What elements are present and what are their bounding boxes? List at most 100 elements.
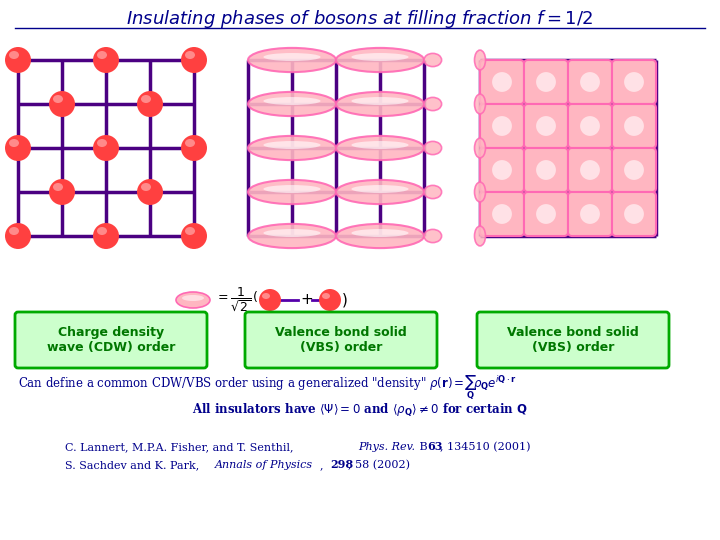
Ellipse shape xyxy=(492,72,512,92)
Ellipse shape xyxy=(474,50,485,70)
Ellipse shape xyxy=(351,185,409,193)
Ellipse shape xyxy=(182,295,204,301)
Ellipse shape xyxy=(624,204,644,224)
Ellipse shape xyxy=(5,135,31,161)
Ellipse shape xyxy=(53,183,63,191)
Ellipse shape xyxy=(5,223,31,249)
Ellipse shape xyxy=(185,51,195,59)
Ellipse shape xyxy=(93,135,119,161)
FancyBboxPatch shape xyxy=(524,192,568,236)
Text: C. Lannert, M.P.A. Fisher, and T. Senthil,: C. Lannert, M.P.A. Fisher, and T. Senthi… xyxy=(65,442,297,452)
Text: $= \dfrac{1}{\sqrt{2}}\,($: $= \dfrac{1}{\sqrt{2}}\,($ xyxy=(215,286,259,314)
Ellipse shape xyxy=(141,183,151,191)
Ellipse shape xyxy=(474,182,485,202)
Ellipse shape xyxy=(322,293,330,299)
Ellipse shape xyxy=(624,160,644,180)
Ellipse shape xyxy=(9,51,19,59)
Ellipse shape xyxy=(259,289,281,311)
Ellipse shape xyxy=(624,116,644,136)
FancyBboxPatch shape xyxy=(480,148,524,192)
Ellipse shape xyxy=(474,94,485,114)
Ellipse shape xyxy=(97,227,107,235)
Text: Valence bond solid
(VBS) order: Valence bond solid (VBS) order xyxy=(507,326,639,354)
Ellipse shape xyxy=(5,47,31,73)
Ellipse shape xyxy=(536,160,556,180)
FancyBboxPatch shape xyxy=(568,148,612,192)
Ellipse shape xyxy=(424,230,441,242)
Ellipse shape xyxy=(185,227,195,235)
Text: , 134510 (2001): , 134510 (2001) xyxy=(440,442,531,452)
Ellipse shape xyxy=(181,47,207,73)
Ellipse shape xyxy=(49,179,75,205)
FancyBboxPatch shape xyxy=(524,60,568,104)
FancyBboxPatch shape xyxy=(480,192,524,236)
Ellipse shape xyxy=(264,185,320,193)
Ellipse shape xyxy=(580,204,600,224)
Ellipse shape xyxy=(474,138,485,158)
Ellipse shape xyxy=(248,180,336,204)
Text: ): ) xyxy=(342,293,348,307)
Ellipse shape xyxy=(262,293,270,299)
Ellipse shape xyxy=(336,48,424,72)
Ellipse shape xyxy=(319,289,341,311)
Ellipse shape xyxy=(492,116,512,136)
Ellipse shape xyxy=(424,97,441,111)
FancyBboxPatch shape xyxy=(480,60,524,104)
Ellipse shape xyxy=(580,72,600,92)
Ellipse shape xyxy=(351,53,409,61)
Ellipse shape xyxy=(93,47,119,73)
Ellipse shape xyxy=(181,135,207,161)
Ellipse shape xyxy=(492,160,512,180)
Ellipse shape xyxy=(137,91,163,117)
Ellipse shape xyxy=(181,223,207,249)
Ellipse shape xyxy=(336,180,424,204)
Text: 63: 63 xyxy=(427,442,443,453)
Ellipse shape xyxy=(351,141,409,149)
Ellipse shape xyxy=(248,136,336,160)
Ellipse shape xyxy=(9,227,19,235)
FancyBboxPatch shape xyxy=(245,312,437,368)
Text: 298: 298 xyxy=(330,460,353,470)
Ellipse shape xyxy=(424,53,441,66)
Ellipse shape xyxy=(9,139,19,147)
FancyBboxPatch shape xyxy=(15,312,207,368)
FancyBboxPatch shape xyxy=(568,192,612,236)
Text: Charge density
wave (CDW) order: Charge density wave (CDW) order xyxy=(47,326,175,354)
Ellipse shape xyxy=(97,51,107,59)
Ellipse shape xyxy=(351,229,409,237)
Ellipse shape xyxy=(351,97,409,105)
Ellipse shape xyxy=(248,48,336,72)
FancyBboxPatch shape xyxy=(568,60,612,104)
Ellipse shape xyxy=(264,53,320,61)
Text: $\it{Insulating\ phases\ of\ bosons\ at\ filling\ fraction\ }f = 1/2$: $\it{Insulating\ phases\ of\ bosons\ at\… xyxy=(126,8,594,30)
Ellipse shape xyxy=(336,92,424,116)
FancyBboxPatch shape xyxy=(612,148,656,192)
FancyBboxPatch shape xyxy=(480,104,524,148)
Ellipse shape xyxy=(336,136,424,160)
Text: , 58 (2002): , 58 (2002) xyxy=(348,460,410,470)
FancyBboxPatch shape xyxy=(568,104,612,148)
FancyBboxPatch shape xyxy=(524,148,568,192)
Text: B: B xyxy=(416,442,431,452)
Ellipse shape xyxy=(53,95,63,103)
Ellipse shape xyxy=(580,116,600,136)
Text: Can define a common CDW/VBS order using a generalized "density" $\rho(\mathbf{r}: Can define a common CDW/VBS order using … xyxy=(18,374,517,402)
Ellipse shape xyxy=(248,92,336,116)
Ellipse shape xyxy=(336,224,424,248)
FancyBboxPatch shape xyxy=(524,104,568,148)
Ellipse shape xyxy=(137,179,163,205)
Ellipse shape xyxy=(264,97,320,105)
Ellipse shape xyxy=(424,185,441,199)
FancyBboxPatch shape xyxy=(612,192,656,236)
Ellipse shape xyxy=(141,95,151,103)
FancyBboxPatch shape xyxy=(477,312,669,368)
Ellipse shape xyxy=(474,226,485,246)
Text: Annals of Physics: Annals of Physics xyxy=(215,460,313,470)
Ellipse shape xyxy=(248,224,336,248)
Ellipse shape xyxy=(49,91,75,117)
Ellipse shape xyxy=(176,292,210,308)
Ellipse shape xyxy=(93,223,119,249)
Ellipse shape xyxy=(536,204,556,224)
Ellipse shape xyxy=(580,160,600,180)
Ellipse shape xyxy=(264,229,320,237)
